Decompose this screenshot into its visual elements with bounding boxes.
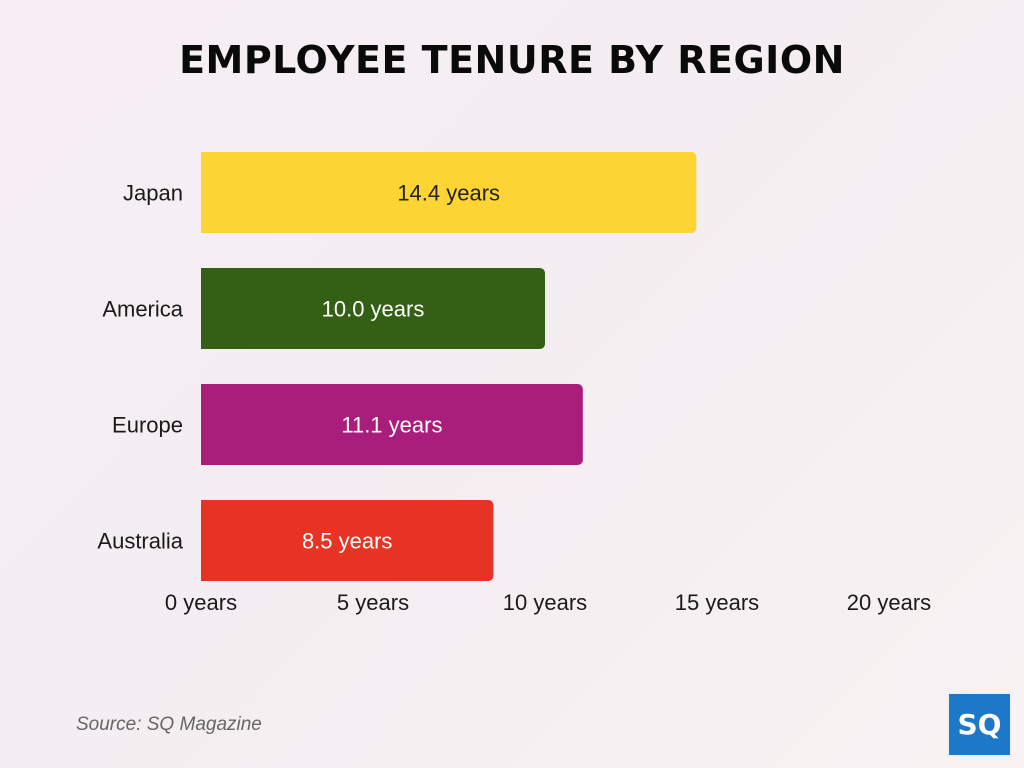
data-label-japan: 14.4 years xyxy=(397,181,500,206)
bar-edge-japan xyxy=(201,152,207,233)
bar-japan xyxy=(201,152,697,233)
bar-group-australia: Australia 8.5 years xyxy=(97,500,494,581)
bar-edge-australia xyxy=(201,500,207,581)
x-tick-label: 5 years xyxy=(337,590,409,615)
bar-group-europe: Europe 11.1 years xyxy=(112,384,583,465)
bar-europe xyxy=(201,384,583,465)
bar-edge-america xyxy=(201,268,207,349)
bar-australia xyxy=(201,500,494,581)
bar-group-america: America 10.0 years xyxy=(102,268,545,349)
bar-chart: Japan 14.4 years America 10.0 years Europe 11… xyxy=(97,152,931,615)
category-label-japan: Japan xyxy=(123,181,183,206)
sq-logo: SQ xyxy=(947,692,1012,757)
category-label-europe: Europe xyxy=(112,413,183,438)
bar-america xyxy=(201,268,545,349)
source-note: Source: SQ Magazine xyxy=(76,714,262,735)
category-label-america: America xyxy=(102,297,183,322)
data-label-europe: 11.1 years xyxy=(341,413,442,438)
data-label-australia: 8.5 years xyxy=(302,529,393,554)
bar-edge-europe xyxy=(201,384,207,465)
category-label-australia: Australia xyxy=(97,529,183,554)
x-tick-label: 10 years xyxy=(503,590,587,615)
chart-title: EMPLOYEE TENURE BY REGION xyxy=(179,38,845,82)
x-tick-label: 15 years xyxy=(675,590,759,615)
data-label-america: 10.0 years xyxy=(322,297,425,322)
x-tick-label: 20 years xyxy=(847,590,931,615)
bar-group-japan: Japan 14.4 years xyxy=(123,152,697,233)
x-tick-label: 0 years xyxy=(165,590,237,615)
